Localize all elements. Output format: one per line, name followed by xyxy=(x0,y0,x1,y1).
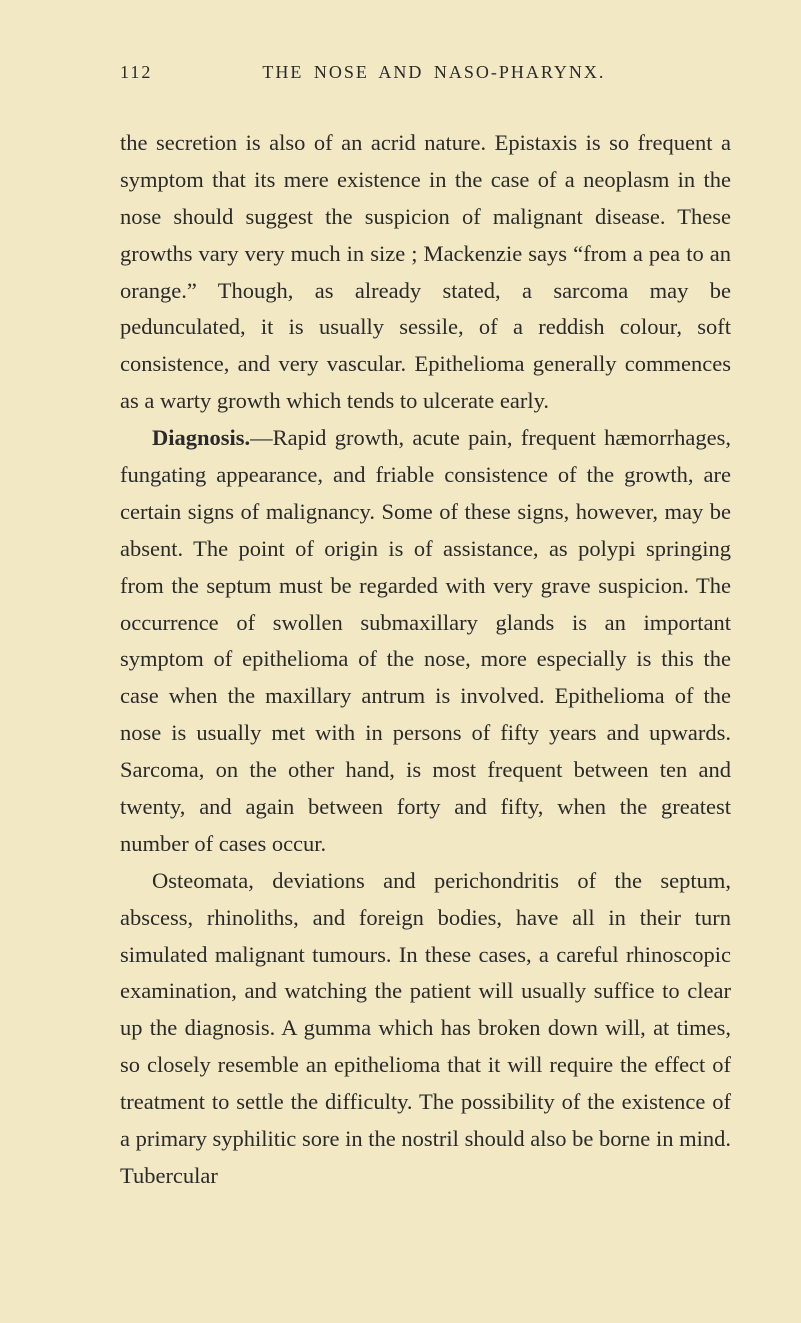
paragraph-2: Diagnosis.—Rapid growth, acute pain, fre… xyxy=(120,420,731,863)
diagnosis-heading: Diagnosis. xyxy=(152,425,250,450)
paragraph-2-body: —Rapid growth, acute pain, frequent hæmo… xyxy=(120,425,731,856)
paragraph-3: Osteomata, deviations and perichondritis… xyxy=(120,863,731,1195)
page-number: 112 xyxy=(120,62,152,83)
running-title: THE NOSE AND NASO-PHARYNX. xyxy=(262,62,605,83)
paragraph-1: the secretion is also of an acrid nature… xyxy=(120,125,731,420)
page-body: the secretion is also of an acrid nature… xyxy=(120,125,731,1195)
page-header: 112 THE NOSE AND NASO-PHARYNX. xyxy=(120,62,731,83)
